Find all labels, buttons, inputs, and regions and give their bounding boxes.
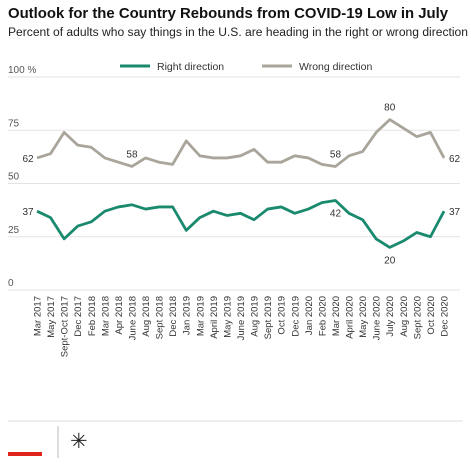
y-tick-label: 50	[8, 172, 20, 183]
data-label: 20	[384, 255, 396, 266]
legend-label: Right direction	[157, 61, 224, 73]
series-line	[36, 199, 446, 249]
x-tick-label: Mar 2017	[33, 296, 44, 336]
x-tick-label: June 2020	[372, 296, 383, 340]
x-tick-label: Jan 2019	[182, 296, 193, 335]
x-tick-label: Sept 2019	[263, 296, 274, 339]
x-tick-label: Mar 2020	[331, 296, 342, 336]
x-tick-label: Oct 2019	[277, 296, 288, 335]
x-tick-label: Feb 2020	[317, 296, 328, 336]
x-tick-label: May 2020	[358, 296, 369, 338]
legend-label: Wrong direction	[299, 61, 373, 73]
norc-star: ✳	[70, 430, 88, 453]
x-tick-label: Aug 2019	[250, 296, 261, 337]
data-label: 37	[22, 207, 34, 218]
data-label: 37	[449, 207, 461, 218]
data-label: 80	[384, 103, 396, 114]
x-tick-label: Dec 2017	[73, 296, 84, 337]
x-tick-label: May 2019	[222, 296, 233, 338]
data-label: 62	[22, 154, 34, 165]
x-tick-label: June 2019	[236, 296, 247, 340]
data-label: 42	[330, 209, 342, 220]
y-tick-label: 75	[8, 118, 20, 129]
data-label: 58	[126, 149, 138, 160]
x-tick-label: April 2020	[345, 296, 356, 339]
x-tick-label: June 2018	[127, 296, 138, 340]
x-tick-label: April 2019	[209, 296, 220, 339]
data-label: 58	[330, 149, 342, 160]
x-tick-label: Dec 2020	[440, 296, 451, 337]
x-tick-label: Sept-Oct 2017	[60, 296, 71, 357]
x-tick-label: May 2017	[46, 296, 57, 338]
y-tick-label: 0	[8, 278, 14, 289]
data-label: 62	[449, 154, 461, 165]
x-tick-label: Sept 2020	[412, 296, 423, 339]
x-tick-label: July 2020	[385, 296, 396, 337]
chart-subtitle: Percent of adults who say things in the …	[8, 27, 468, 39]
y-tick-label: 25	[8, 225, 20, 236]
x-tick-label: Mar 2019	[195, 296, 206, 336]
series-line	[36, 118, 446, 168]
x-tick-label: Aug 2018	[141, 296, 152, 337]
x-tick-label: Oct 2020	[426, 296, 437, 335]
x-tick-label: Apr 2018	[114, 296, 125, 335]
x-tick-label: Dec 2019	[290, 296, 301, 337]
x-tick-label: Sept 2018	[155, 296, 166, 339]
chart-title: Outlook for the Country Rebounds from CO…	[8, 5, 449, 22]
x-tick-label: Mar 2018	[100, 296, 111, 336]
y-tick-label: 100 %	[8, 65, 36, 76]
x-tick-label: Aug 2020	[399, 296, 410, 337]
x-tick-label: Feb 2018	[87, 296, 98, 336]
x-tick-label: Jan 2020	[304, 296, 315, 335]
ap-underline	[8, 452, 42, 456]
x-tick-label: Dec 2018	[168, 296, 179, 337]
